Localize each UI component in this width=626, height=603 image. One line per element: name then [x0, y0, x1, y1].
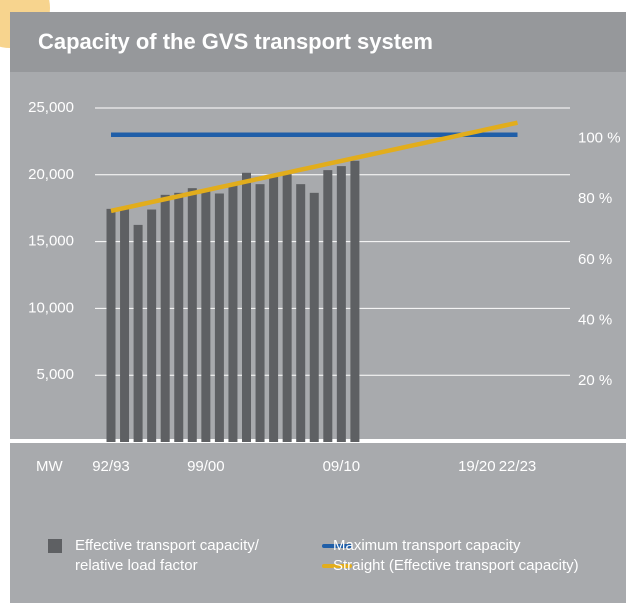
- legend-swatch: [48, 539, 62, 553]
- x-tick-label: 92/93: [92, 458, 130, 475]
- bar: [133, 224, 143, 442]
- title-bar: [10, 12, 626, 72]
- legend-swatch: [322, 544, 352, 548]
- legend-label: Effective transport capacity/ relative l…: [75, 537, 259, 574]
- y-tick-label: 20,000: [28, 166, 74, 183]
- y2-tick-label: 100 %: [578, 129, 621, 146]
- bar: [228, 185, 238, 442]
- x-tick-label: 99/00: [187, 458, 225, 475]
- y-tick-label: 25,000: [28, 99, 74, 116]
- y-axis-label: MW: [36, 458, 63, 475]
- bar: [187, 188, 197, 442]
- y2-tick-label: 60 %: [578, 251, 612, 268]
- x-tick-label: 19/20: [458, 458, 496, 475]
- bar: [336, 166, 346, 442]
- bar: [255, 184, 265, 443]
- y2-tick-label: 80 %: [578, 190, 612, 207]
- x-tick-label: 09/10: [323, 458, 361, 475]
- x-tick-label: 22/23: [499, 458, 537, 475]
- bar: [350, 160, 360, 442]
- bar: [282, 174, 292, 442]
- y2-tick-label: 20 %: [578, 372, 612, 389]
- bar: [160, 194, 170, 442]
- legend-swatch: [322, 564, 352, 568]
- bar: [242, 172, 251, 442]
- y2-tick-label: 40 %: [578, 312, 612, 329]
- bar: [120, 208, 130, 442]
- bar: [269, 176, 279, 443]
- chart-title: Capacity of the GVS transport system: [38, 29, 433, 54]
- bar: [147, 209, 157, 442]
- legend-label: Maximum transport capacity: [333, 537, 521, 554]
- y-tick-label: 10,000: [28, 299, 74, 316]
- bar: [296, 184, 306, 443]
- y-tick-label: 15,000: [28, 233, 74, 250]
- bar: [309, 192, 319, 442]
- y-tick-label: 5,000: [36, 366, 74, 383]
- bar: [323, 170, 333, 442]
- bar: [174, 192, 184, 442]
- line: [110, 120, 518, 214]
- bar: [214, 193, 224, 442]
- bar: [106, 208, 116, 442]
- bar: [201, 189, 211, 442]
- legend-label: Straight (Effective transport capacity): [333, 557, 579, 574]
